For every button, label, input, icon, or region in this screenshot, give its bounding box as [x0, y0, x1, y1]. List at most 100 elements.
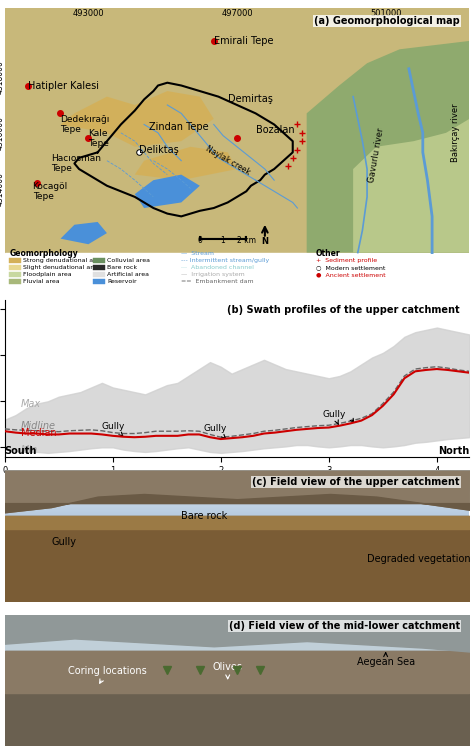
Text: Gully: Gully [101, 422, 125, 436]
Bar [5, 521, 469, 523]
Bar [5, 494, 469, 495]
Text: —  Stream: — Stream [181, 252, 214, 257]
Text: Max: Max [21, 398, 41, 409]
Polygon shape [353, 119, 469, 252]
Text: Colluvial area: Colluvial area [107, 258, 150, 263]
Text: Kale
Tepe: Kale Tepe [88, 129, 109, 148]
Text: Hatipler Kalesi: Hatipler Kalesi [28, 81, 99, 90]
Text: —  Irrigation system: — Irrigation system [181, 273, 245, 277]
Text: Gully: Gully [322, 410, 346, 425]
Bar [5, 485, 469, 486]
Polygon shape [307, 41, 469, 252]
Text: Min: Min [21, 445, 38, 455]
Text: 1: 1 [221, 236, 226, 245]
Text: ○  Modern settlement: ○ Modern settlement [316, 265, 385, 270]
Bar [5, 492, 469, 494]
Bar [93, 279, 105, 284]
Polygon shape [135, 147, 237, 180]
Bar [9, 272, 21, 277]
Bar [5, 506, 469, 507]
Bar [5, 490, 469, 492]
Bar [5, 486, 469, 487]
Bar [5, 495, 469, 496]
Text: +  Sediment profile: + Sediment profile [316, 258, 377, 264]
Text: 501000: 501000 [370, 8, 401, 17]
Text: ●  Ancient settlement: ● Ancient settlement [316, 273, 385, 277]
Text: 497000: 497000 [221, 8, 253, 17]
Bar [5, 474, 469, 476]
Bar [5, 519, 469, 520]
Bar [5, 515, 469, 516]
Bar [5, 476, 469, 477]
Text: Reservoir: Reservoir [107, 279, 137, 284]
Text: N: N [261, 237, 268, 246]
Text: Gavurlu river: Gavurlu river [367, 127, 385, 183]
Text: Bare rock: Bare rock [181, 511, 228, 521]
Bar [5, 498, 469, 499]
Text: Emirali Tepe: Emirali Tepe [214, 36, 273, 46]
Text: Zindan Tepe: Zindan Tepe [149, 122, 209, 133]
Text: Hacıosman
Tepe: Hacıosman Tepe [51, 154, 101, 173]
Text: Other: Other [316, 249, 341, 258]
Text: Bozalan: Bozalan [255, 125, 294, 135]
Text: ···  Abandoned channel: ··· Abandoned channel [181, 265, 254, 270]
Text: (d) Field view of the mid-lower catchment: (d) Field view of the mid-lower catchmen… [229, 621, 460, 632]
Bar [5, 471, 469, 472]
Bar [5, 477, 469, 478]
Text: Gully: Gully [51, 538, 76, 547]
Bar [5, 510, 469, 511]
Bar [5, 520, 469, 521]
Polygon shape [107, 91, 214, 147]
Bar [5, 8, 469, 252]
Bar [93, 272, 105, 277]
Bar [5, 482, 469, 483]
Text: South: South [5, 446, 37, 456]
Bar [5, 487, 469, 489]
Text: 0: 0 [197, 236, 202, 245]
Text: Naylak creek: Naylak creek [204, 145, 252, 177]
Bar [9, 265, 21, 270]
Bar [5, 481, 469, 482]
Bar [5, 505, 469, 506]
Bar [5, 478, 469, 480]
Text: 493000: 493000 [73, 8, 104, 17]
Text: Bakırçay river: Bakırçay river [451, 103, 460, 162]
Bar [9, 279, 21, 284]
Text: (c) Field view of the upper catchment: (c) Field view of the upper catchment [253, 477, 460, 487]
Text: Degraded vegetation: Degraded vegetation [367, 554, 471, 564]
Polygon shape [61, 222, 107, 244]
Text: Kocagöl
Tepe: Kocagöl Tepe [33, 181, 68, 201]
Text: Bare rock: Bare rock [107, 265, 137, 270]
Text: Deliktaş: Deliktaş [139, 145, 179, 154]
Bar [5, 472, 469, 473]
Bar [5, 508, 469, 510]
Text: ==  Embankment dam: == Embankment dam [181, 279, 254, 285]
Text: Slight denudational area: Slight denudational area [23, 265, 101, 270]
Bar [5, 503, 469, 505]
Text: 4318000: 4318000 [0, 60, 5, 94]
Bar [9, 258, 21, 263]
Bar [5, 496, 469, 498]
Text: Floodplain area: Floodplain area [23, 272, 72, 277]
Text: Coring locations: Coring locations [68, 666, 146, 683]
Bar [5, 517, 469, 519]
Text: Median: Median [21, 428, 56, 437]
Bar [5, 507, 469, 508]
Bar [5, 483, 469, 485]
Text: North: North [438, 446, 469, 456]
Text: Strong denudational area: Strong denudational area [23, 258, 104, 263]
Text: Demirtaş: Demirtaş [228, 94, 273, 105]
Polygon shape [135, 175, 200, 208]
Bar [5, 511, 469, 512]
Bar [5, 516, 469, 517]
Text: 4316000: 4316000 [0, 116, 5, 150]
Bar [5, 512, 469, 514]
Bar [93, 265, 105, 270]
Bar [5, 489, 469, 490]
Text: (b) Swath profiles of the upper catchment: (b) Swath profiles of the upper catchmen… [228, 305, 460, 315]
Text: Fluvial area: Fluvial area [23, 279, 60, 284]
X-axis label: Distance (km): Distance (km) [202, 481, 272, 491]
Text: Dedekırağı
Tepe: Dedekırağı Tepe [61, 114, 110, 134]
Text: Olives: Olives [213, 662, 243, 678]
Bar [5, 473, 469, 474]
